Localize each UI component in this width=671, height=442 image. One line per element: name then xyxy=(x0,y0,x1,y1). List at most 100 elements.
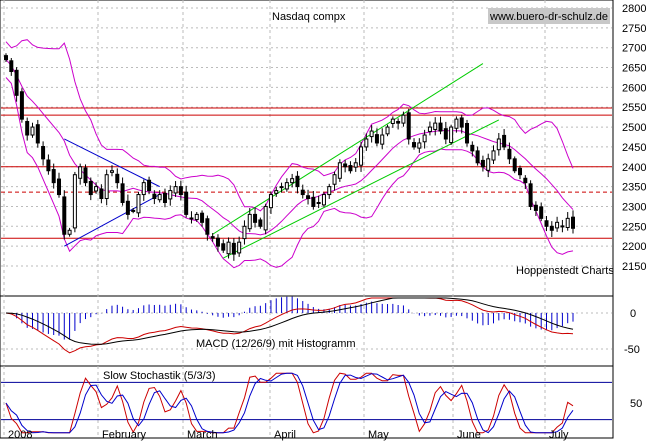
macd-panel-frame xyxy=(0,295,614,367)
x-tick-label: July xyxy=(549,429,569,441)
candle-body xyxy=(571,216,575,229)
y-tick-label: 2650 xyxy=(622,63,646,75)
candle-body xyxy=(359,146,364,166)
candle-body xyxy=(496,138,501,151)
watermark: www.buero-dr-schulz.de xyxy=(489,11,608,23)
candle-body xyxy=(136,194,141,214)
macd-tick-label: 0 xyxy=(630,308,636,320)
candle-body xyxy=(364,138,369,148)
candle-body xyxy=(263,205,268,231)
candle-body xyxy=(290,178,295,184)
candle-body xyxy=(157,194,162,201)
candle-body xyxy=(443,128,448,140)
candle-body xyxy=(162,192,167,203)
candle-body xyxy=(327,186,332,196)
candle-body xyxy=(539,206,544,219)
candle-body xyxy=(141,182,146,196)
candle-body xyxy=(306,195,311,200)
candle-body xyxy=(205,218,210,235)
candle-body xyxy=(279,186,284,189)
candle-body xyxy=(417,142,422,149)
candle-body xyxy=(406,112,411,140)
candle-body xyxy=(380,134,385,145)
candle-body xyxy=(528,183,533,207)
y-tick-label: 2300 xyxy=(622,201,646,213)
candle-body xyxy=(348,165,353,172)
channel-upper-line xyxy=(212,63,484,235)
candle-body xyxy=(374,134,379,144)
chart-title: Nasdaq compx xyxy=(272,11,346,23)
candlestick-series xyxy=(4,53,575,261)
candle-body xyxy=(518,167,523,176)
candle-body xyxy=(284,182,289,190)
candle-body xyxy=(438,122,443,132)
candle-body xyxy=(210,236,215,239)
upper-band-line xyxy=(5,39,574,212)
y-tick-label: 2800 xyxy=(622,3,646,15)
y-tick-label: 2500 xyxy=(622,122,646,134)
triangle-lower-line xyxy=(64,194,160,247)
candle-body xyxy=(396,121,401,124)
candle-body xyxy=(560,225,565,228)
candle-body xyxy=(507,148,512,160)
candle-body xyxy=(152,193,157,200)
candle-body xyxy=(491,150,496,161)
candle-body xyxy=(72,174,77,229)
candle-body xyxy=(88,180,93,196)
candle-body xyxy=(221,243,226,251)
x-tick-label: February xyxy=(102,429,147,441)
price-panel-frame xyxy=(0,0,614,297)
stoch-panel-frame xyxy=(0,365,614,439)
stoch-title: Slow Stochastik (5/3/3) xyxy=(103,370,216,382)
candle-body xyxy=(385,126,390,135)
stoch-d-line xyxy=(5,372,574,434)
candle-body xyxy=(168,190,173,200)
macd-tick-label: -50 xyxy=(624,344,640,356)
candle-body xyxy=(173,186,178,194)
stoch-tick-label: 50 xyxy=(630,398,642,410)
candle-body xyxy=(274,190,279,194)
candle-body xyxy=(62,196,67,235)
y-tick-label: 2600 xyxy=(622,82,646,94)
stochastic-series xyxy=(1,372,612,434)
candle-body xyxy=(544,220,549,227)
y-axis-labels: 2150 2200 2250 2300 2350 2400 2450 2500 2550 2600… xyxy=(622,3,646,410)
candle-body xyxy=(131,209,136,212)
candle-body xyxy=(194,213,199,221)
watermark-bg xyxy=(488,8,610,24)
candle-body xyxy=(353,162,358,168)
candle-body xyxy=(231,242,236,255)
candle-body xyxy=(337,162,342,179)
candle-body xyxy=(125,200,130,215)
candle-body xyxy=(237,241,242,254)
candle-body xyxy=(78,166,83,179)
y-tick-label: 2200 xyxy=(622,241,646,253)
candle-body xyxy=(300,189,305,196)
candle-body xyxy=(475,150,480,164)
candle-body xyxy=(480,159,485,168)
candle-body xyxy=(115,173,120,184)
candle-body xyxy=(14,69,19,96)
candle-body xyxy=(184,191,189,215)
y-tick-label: 2150 xyxy=(622,261,646,273)
candle-body xyxy=(51,169,56,184)
candle-body xyxy=(200,212,205,223)
x-axis-labels: 2008 February March April May June July xyxy=(8,429,569,441)
candle-body xyxy=(242,225,247,240)
candle-body xyxy=(247,213,252,230)
candle-body xyxy=(46,159,51,172)
y-tick-label: 2400 xyxy=(622,162,646,174)
credit-label: Hoppenstedt Charts xyxy=(516,265,614,277)
candle-body xyxy=(390,118,395,125)
candle-body xyxy=(343,163,348,168)
candle-body xyxy=(178,186,183,196)
candle-body xyxy=(454,118,459,129)
candle-body xyxy=(316,201,321,204)
candle-body xyxy=(147,179,152,192)
candle-body xyxy=(555,221,560,229)
candle-body xyxy=(253,213,258,223)
candle-body xyxy=(565,217,570,228)
candle-body xyxy=(83,167,88,184)
candle-body xyxy=(226,241,231,255)
candle-body xyxy=(120,183,125,203)
